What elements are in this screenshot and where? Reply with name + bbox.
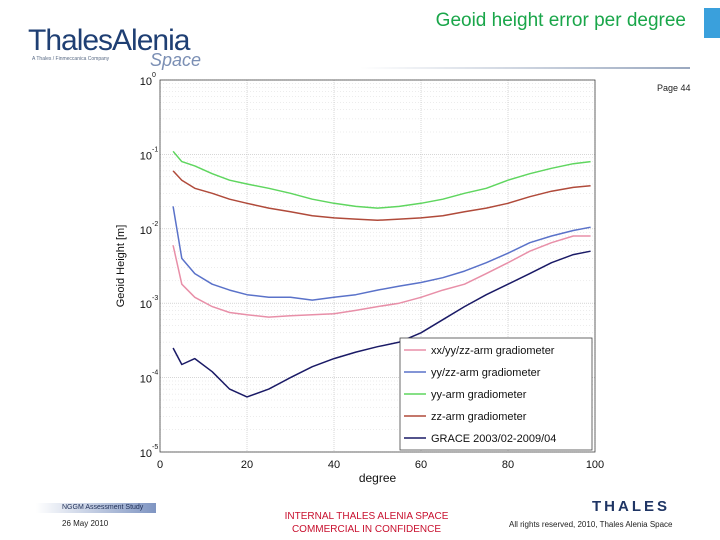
y-tick-label: 10	[140, 374, 152, 386]
x-tick-label: 60	[415, 459, 427, 471]
y-tick-label: 10	[140, 76, 152, 88]
title-underline	[360, 67, 690, 69]
legend-entry: xx/yy/zz-arm gradiometer	[431, 345, 555, 357]
y-tick-label: 10	[140, 299, 152, 311]
y-tick-exponent: -1	[152, 146, 158, 153]
x-tick-label: 20	[241, 459, 253, 471]
footer-rights: All rights reserved, 2010, Thales Alenia…	[509, 520, 673, 529]
thales-logo: THALES	[592, 498, 670, 515]
logo-space-word: Space	[150, 50, 202, 70]
series-line	[172, 170, 591, 222]
footer-study-name: NGGM Assessment Study	[62, 504, 144, 511]
series-line	[172, 235, 591, 318]
x-axis-label: degree	[359, 471, 397, 485]
x-tick-label: 0	[157, 459, 163, 471]
series-line	[172, 150, 591, 209]
y-axis-label: Geoid Height [m]	[115, 225, 127, 308]
legend-entry: yy/zz-arm gradiometer	[431, 367, 541, 379]
footer-study-bar	[36, 503, 156, 513]
accent-bar	[704, 8, 720, 38]
logo-tagline: A Thales / Finmeccanica Company	[32, 56, 110, 62]
confidentiality-line-2: COMMERCIAL IN CONFIDENCE	[291, 524, 442, 535]
series-line	[172, 250, 591, 398]
thales-alenia-space-logo: ThalesAlenia A Thales / Finmeccanica Com…	[22, 20, 201, 78]
confidentiality-notice: INTERNAL THALES ALENIA SPACE COMMERCIAL …	[264, 510, 469, 536]
y-tick-exponent: 0	[152, 72, 156, 79]
legend-entry: zz-arm gradiometer	[431, 411, 527, 423]
x-tick-label: 100	[586, 459, 604, 471]
legend-entry: GRACE 2003/02-2009/04	[431, 433, 556, 445]
y-tick-exponent: -2	[152, 221, 158, 228]
slide-title: Geoid height error per degree	[435, 10, 686, 31]
series-line	[172, 206, 591, 301]
y-tick-label: 10	[140, 150, 152, 162]
y-tick-exponent: -5	[152, 444, 158, 451]
page-number: Page 44	[657, 83, 691, 93]
y-tick-label: 10	[140, 225, 152, 237]
x-tick-label: 40	[328, 459, 340, 471]
legend-entry: yy-arm gradiometer	[431, 389, 527, 401]
legend-box	[399, 337, 593, 451]
footer-date: 26 May 2010	[62, 519, 109, 528]
confidentiality-line-1: INTERNAL THALES ALENIA SPACE	[284, 511, 449, 522]
y-tick-exponent: -4	[152, 370, 158, 377]
y-tick-label: 10	[140, 448, 152, 460]
logo-wordmark: ThalesAlenia	[28, 24, 190, 57]
y-tick-exponent: -3	[152, 295, 158, 302]
x-tick-label: 80	[502, 459, 514, 471]
plot-frame	[159, 79, 596, 453]
